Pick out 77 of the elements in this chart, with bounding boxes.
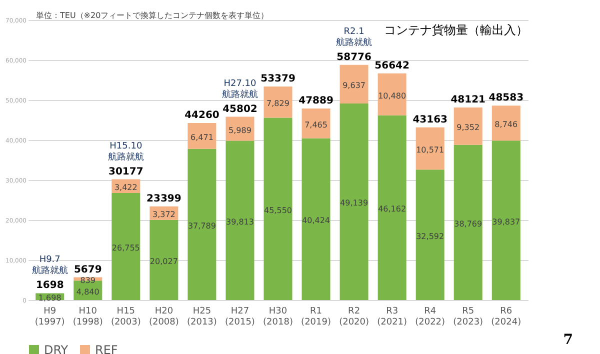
- x-tick-label: R1 (2019): [301, 306, 331, 328]
- bar: [416, 127, 444, 170]
- x-tick-label: H27 (2015): [225, 306, 255, 328]
- x-tick-label: R2 (2020): [339, 306, 370, 328]
- data-label: 49,139: [340, 198, 368, 208]
- total-label: 53379: [260, 73, 296, 84]
- data-label: 4,840: [76, 287, 100, 296]
- x-tick-label: R5 (2023): [453, 306, 484, 328]
- data-label: 45,550: [264, 206, 292, 215]
- annotation: H27.10 航路就航: [222, 78, 258, 100]
- data-label: 7,829: [266, 99, 290, 108]
- bar: [378, 73, 406, 116]
- bar: [112, 192, 140, 300]
- data-label: 40,424: [302, 216, 330, 226]
- total-label: 30177: [108, 166, 144, 178]
- bar: [378, 115, 406, 300]
- bar: [188, 148, 216, 300]
- legend-label: DRY: [44, 343, 69, 354]
- bar: [492, 106, 520, 141]
- bar: [150, 220, 178, 300]
- chart-title: コンテナ貨物量（輸出入）: [384, 23, 528, 37]
- total-label: 5679: [74, 264, 102, 276]
- x-tick-label: H20 (2008): [148, 306, 179, 328]
- data-label: 20,027: [150, 256, 178, 266]
- data-label: 37,789: [188, 221, 216, 230]
- data-label: 39,837: [492, 217, 520, 226]
- annotation: H15.10 航路就航: [108, 141, 144, 162]
- data-label: 10,480: [378, 91, 406, 100]
- x-tick-label: H10 (1998): [72, 306, 103, 328]
- bar: [340, 103, 368, 300]
- x-tick-label: R4 (2022): [415, 306, 446, 328]
- total-label: 44260: [184, 110, 220, 121]
- x-tick-label: H9 (1997): [34, 306, 65, 328]
- total-label: 23399: [146, 193, 182, 204]
- data-label: 9,352: [456, 123, 480, 132]
- x-tick-label: R3 (2021): [377, 306, 408, 328]
- data-label: 39,813: [226, 217, 254, 226]
- chart-subtitle: 単位：TEU（※20フィートで換算したコンテナ個数を表す単位）: [36, 11, 269, 20]
- data-label: 6,471: [190, 132, 214, 142]
- data-label: 3,372: [152, 210, 176, 220]
- total-label: 47889: [298, 95, 334, 106]
- text: 7: [563, 332, 573, 348]
- data-label: 5,989: [228, 126, 252, 135]
- annotation: H9.7 航路就航: [32, 255, 68, 276]
- bar: [454, 108, 482, 145]
- data-label: 8,746: [494, 120, 518, 130]
- x-tick-label: H30 (2018): [263, 306, 293, 328]
- bar: [492, 140, 520, 300]
- bar: [188, 122, 216, 149]
- x-tick-label: H25 (2013): [186, 306, 217, 328]
- bar: [302, 108, 330, 138]
- data-label: 38,769: [454, 219, 482, 228]
- total-label: 48583: [488, 92, 524, 104]
- x-tick-label: H15 (2003): [110, 306, 141, 328]
- total-label: 43163: [412, 114, 448, 126]
- data-label: 10,571: [416, 145, 444, 154]
- data-label: 46,162: [378, 204, 406, 214]
- legend-label: REF: [95, 343, 118, 354]
- bar: [264, 86, 292, 118]
- annotation: R2.1 航路就航: [336, 26, 372, 48]
- bar: [416, 170, 444, 300]
- bar: [340, 64, 368, 104]
- bar: [454, 144, 482, 300]
- data-label: 3,422: [114, 183, 138, 192]
- bar: [302, 138, 330, 300]
- total-label: 45802: [222, 104, 258, 115]
- total-label: 58776: [336, 52, 372, 63]
- bar: [264, 118, 292, 300]
- bar: [226, 140, 254, 300]
- data-label: 32,592: [416, 232, 444, 241]
- data-label: 7,465: [304, 120, 328, 130]
- x-tick-label: R6 (2024): [491, 306, 522, 328]
- total-label: 56642: [374, 60, 410, 72]
- total-label: 48121: [450, 94, 486, 106]
- total-label: 1698: [36, 280, 64, 292]
- data-label: 9,637: [342, 81, 366, 90]
- data-label: 26,755: [112, 243, 140, 252]
